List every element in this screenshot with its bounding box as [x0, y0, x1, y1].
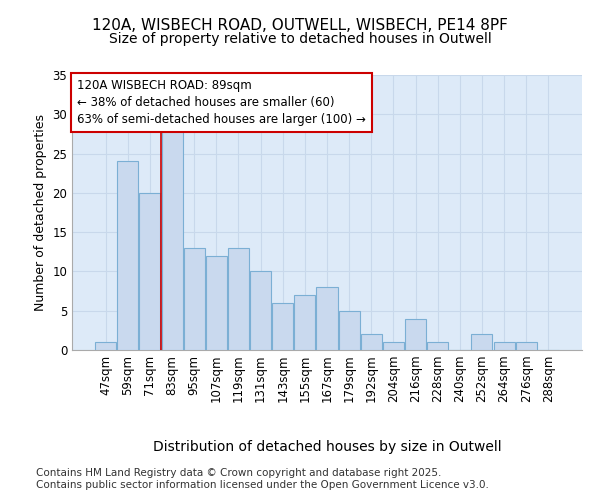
- Bar: [139, 193, 160, 350]
- Bar: [161, 122, 182, 350]
- Bar: [338, 310, 359, 350]
- Text: Contains HM Land Registry data © Crown copyright and database right 2025.
Contai: Contains HM Land Registry data © Crown c…: [36, 468, 489, 490]
- Bar: [206, 256, 227, 350]
- Bar: [250, 272, 271, 350]
- Y-axis label: Number of detached properties: Number of detached properties: [34, 114, 47, 311]
- Text: 120A WISBECH ROAD: 89sqm
← 38% of detached houses are smaller (60)
63% of semi-d: 120A WISBECH ROAD: 89sqm ← 38% of detach…: [77, 79, 366, 126]
- Bar: [494, 342, 515, 350]
- Bar: [515, 342, 536, 350]
- Bar: [184, 248, 205, 350]
- Text: 120A, WISBECH ROAD, OUTWELL, WISBECH, PE14 8PF: 120A, WISBECH ROAD, OUTWELL, WISBECH, PE…: [92, 18, 508, 32]
- Bar: [316, 287, 338, 350]
- Bar: [118, 162, 139, 350]
- Bar: [427, 342, 448, 350]
- Bar: [295, 295, 316, 350]
- Bar: [272, 303, 293, 350]
- Bar: [361, 334, 382, 350]
- Bar: [383, 342, 404, 350]
- Bar: [95, 342, 116, 350]
- Text: Distribution of detached houses by size in Outwell: Distribution of detached houses by size …: [152, 440, 502, 454]
- Bar: [405, 318, 426, 350]
- Bar: [228, 248, 249, 350]
- Bar: [472, 334, 493, 350]
- Text: Size of property relative to detached houses in Outwell: Size of property relative to detached ho…: [109, 32, 491, 46]
